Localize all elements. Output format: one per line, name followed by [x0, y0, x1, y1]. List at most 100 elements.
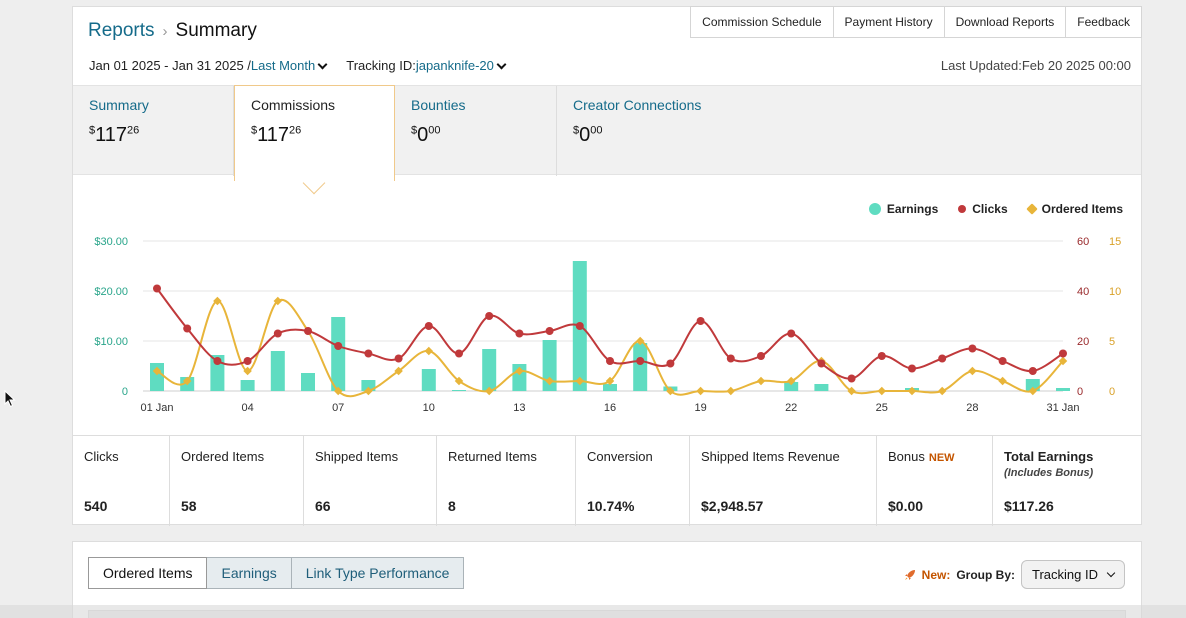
tab-commissions-label: Commissions: [251, 97, 336, 113]
ordered-items-diamond-icon: [1025, 203, 1038, 215]
clicks-point: [696, 317, 705, 325]
metric-label: Conversion: [587, 449, 653, 464]
tab-bounties-label: Bounties: [411, 97, 466, 113]
legend-clicks[interactable]: Clicks: [958, 202, 1008, 216]
earnings-bar: [421, 369, 436, 391]
x-tick-label: 13: [513, 402, 525, 414]
clicks-point: [847, 374, 856, 383]
feedback-button[interactable]: Feedback: [1066, 6, 1142, 38]
clicks-point: [636, 357, 645, 365]
date-range-text: Jan 01 2025 - Jan 31 2025 /: [89, 58, 251, 73]
tab-link-type-performance[interactable]: Link Type Performance: [291, 557, 465, 589]
tab-creator-connections[interactable]: Creator Connections $000: [557, 86, 757, 176]
metric-label: Bonus NEW: [888, 449, 955, 464]
page-title: Summary: [175, 20, 257, 41]
date-preset-dropdown[interactable]: Last Month: [250, 58, 316, 73]
y-left-tick-label: $10.00: [94, 336, 128, 348]
clicks-point: [606, 357, 614, 365]
earnings-bar: [210, 355, 225, 391]
payment-history-button[interactable]: Payment History: [833, 6, 945, 38]
tracking-id-dropdown[interactable]: japanknife-20: [415, 58, 494, 73]
tab-creator-connections-label: Creator Connections: [573, 97, 702, 113]
y-left-tick-label: $20.00: [94, 286, 128, 298]
metric-value: 8: [448, 498, 456, 514]
clicks-point: [394, 354, 403, 363]
ordered-items-point: [182, 376, 192, 386]
tab-summary[interactable]: Summary $11726: [73, 86, 234, 176]
y-right-clicks-tick-label: 40: [1077, 286, 1089, 298]
tab-bounties-amount: $000: [411, 124, 441, 146]
details-tabs: Ordered Items Earnings Link Type Perform…: [88, 557, 465, 589]
metric-bonus: Bonus NEW $0.00: [877, 436, 993, 526]
clicks-point: [545, 327, 554, 335]
tab-earnings[interactable]: Earnings: [207, 557, 292, 589]
download-reports-button[interactable]: Download Reports: [944, 6, 1067, 38]
earnings-bar: [240, 380, 255, 391]
x-tick-label: 04: [241, 402, 253, 414]
ordered-items-point: [847, 386, 856, 396]
earnings-bar: [452, 390, 466, 391]
clicks-line: [156, 287, 1064, 380]
ordered-items-point: [1028, 386, 1038, 396]
ordered-items-point: [726, 386, 736, 396]
clicks-point: [938, 354, 947, 363]
metric-value: 66: [315, 498, 331, 514]
filter-row: Jan 01 2025 - Jan 31 2025 / Last Month T…: [89, 58, 511, 73]
metric-value: $0.00: [888, 498, 924, 514]
metric-value: 10.74%: [587, 498, 635, 514]
ordered-items-point: [484, 386, 494, 396]
group-by-select[interactable]: Tracking ID: [1021, 560, 1125, 589]
metrics-row: Clicks 540 Ordered Items 58 Shipped Item…: [73, 435, 1141, 526]
ordered-items-point: [545, 376, 554, 386]
clicks-dot-icon: [958, 205, 967, 213]
clicks-point: [998, 357, 1007, 365]
x-tick-label: 22: [785, 402, 797, 414]
clicks-point: [1028, 367, 1037, 375]
y-left-tick-label: $30.00: [94, 236, 128, 248]
ordered-items-point: [152, 366, 162, 376]
metric-label: Total Earnings: [1004, 449, 1094, 464]
tab-ordered-items[interactable]: Ordered Items: [88, 557, 208, 589]
metric-label: Shipped Items: [315, 449, 399, 464]
last-updated-text: Last Updated:Feb 20 2025 00:00: [940, 58, 1131, 73]
summary-tabs: Summary $11726 Commissions $11726 Bounti…: [73, 85, 1141, 181]
legend-ordered-items[interactable]: Ordered Items: [1025, 202, 1123, 216]
chart-legend: Earnings Clicks Ordered Items: [868, 202, 1123, 216]
metric-value: 58: [181, 498, 197, 514]
chevron-down-icon: [1106, 568, 1116, 578]
metric-ordered-items: Ordered Items 58: [170, 436, 304, 526]
tab-commissions[interactable]: Commissions $11726: [234, 85, 395, 181]
commission-schedule-button[interactable]: Commission Schedule: [690, 6, 834, 38]
metric-shipped-items-revenue: Shipped Items Revenue $2,948.57: [690, 436, 877, 526]
metric-value: $2,948.57: [701, 498, 764, 514]
clicks-point: [575, 322, 584, 330]
chevron-down-icon[interactable]: [317, 59, 328, 69]
clicks-point: [153, 284, 161, 293]
tab-summary-label: Summary: [89, 97, 149, 113]
group-by-control: New: Group By: Tracking ID: [904, 560, 1125, 589]
metric-clicks: Clicks 540: [73, 436, 170, 526]
earnings-bar: [784, 382, 799, 391]
clicks-point: [334, 342, 343, 350]
ordered-items-point: [515, 366, 524, 376]
x-tick-label: 19: [694, 402, 706, 414]
ordered-items-point: [575, 376, 585, 386]
metric-value: 540: [84, 498, 108, 514]
clicks-point: [908, 364, 916, 373]
earnings-bar: [301, 373, 315, 391]
ordered-items-point: [666, 386, 675, 396]
group-by-label: Group By:: [956, 567, 1016, 582]
clicks-point: [817, 359, 826, 368]
tab-bounties[interactable]: Bounties $000: [395, 86, 557, 176]
earnings-dot-icon: [868, 203, 881, 215]
legend-earnings[interactable]: Earnings: [868, 202, 938, 216]
clicks-point: [515, 329, 524, 338]
metric-shipped-items: Shipped Items 66: [304, 436, 437, 526]
clicks-point: [183, 324, 192, 333]
earnings-chart: 0 $10.00 $20.00 $30.00 0 20 40 60 0 5 10 15 01 Jan 04…: [94, 236, 1121, 414]
earnings-bar: [150, 363, 164, 391]
ordered-items-point: [243, 366, 252, 376]
ordered-items-point: [937, 386, 947, 396]
chevron-down-icon[interactable]: [496, 59, 507, 69]
breadcrumb-reports-link[interactable]: Reports: [88, 20, 155, 41]
